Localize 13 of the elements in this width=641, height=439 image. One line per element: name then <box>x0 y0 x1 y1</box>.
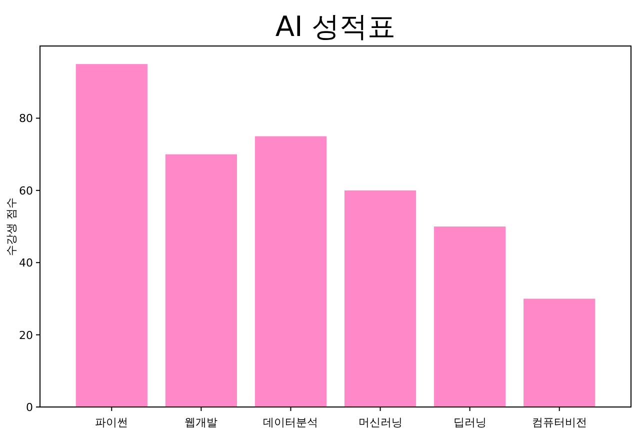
x-tick-label: 웹개발 <box>184 416 218 429</box>
y-tick-label: 20 <box>19 328 33 342</box>
chart-title: AI 성적표 <box>275 10 396 43</box>
x-tick-label: 파이썬 <box>95 416 128 429</box>
y-axis-title: 수강생 점수 <box>5 197 18 256</box>
y-tick-label: 40 <box>19 256 33 270</box>
x-tick-label: 컴퓨터비전 <box>532 416 587 429</box>
y-tick-label: 80 <box>19 112 33 126</box>
y-tick-label: 0 <box>26 401 33 414</box>
x-tick-label: 데이터분석 <box>263 416 318 429</box>
y-tick-label: 60 <box>19 184 33 198</box>
x-tick-label: 머신러닝 <box>358 416 402 429</box>
x-tick-label: 딥러닝 <box>453 416 486 429</box>
